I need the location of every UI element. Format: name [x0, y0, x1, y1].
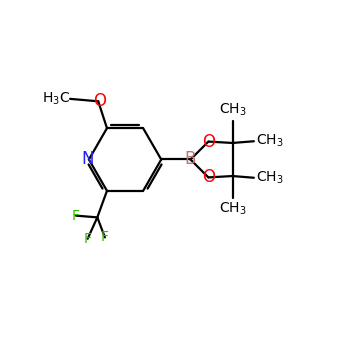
Text: O: O — [202, 133, 215, 150]
Text: F: F — [84, 232, 92, 246]
Text: O: O — [202, 168, 215, 187]
Text: F: F — [101, 230, 109, 244]
Text: CH$_3$: CH$_3$ — [256, 133, 283, 149]
Text: CH$_3$: CH$_3$ — [256, 169, 283, 186]
Text: F: F — [72, 209, 80, 223]
Text: B: B — [185, 150, 196, 168]
Text: O: O — [93, 92, 106, 110]
Text: CH$_3$: CH$_3$ — [219, 102, 246, 118]
Text: CH$_3$: CH$_3$ — [219, 201, 246, 217]
Text: H$_3$C: H$_3$C — [42, 91, 70, 107]
Text: N: N — [81, 150, 93, 168]
